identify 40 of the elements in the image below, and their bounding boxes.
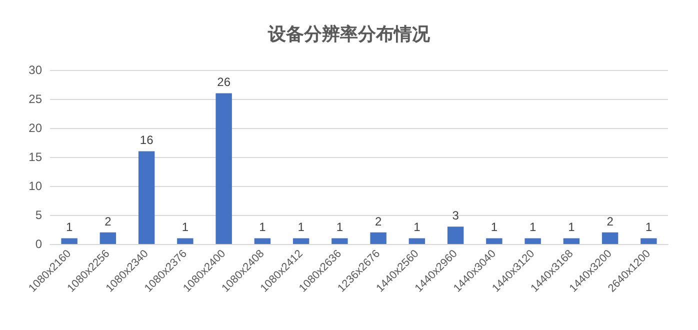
data-label: 1 bbox=[414, 220, 421, 234]
chart-title: 设备分辨率分布情况 bbox=[267, 24, 431, 44]
data-label: 1 bbox=[66, 220, 73, 234]
bar bbox=[254, 238, 271, 244]
data-label: 1 bbox=[182, 220, 189, 234]
bar bbox=[602, 232, 618, 244]
data-label: 1 bbox=[336, 220, 344, 234]
data-label: 1 bbox=[490, 220, 498, 234]
data-label: 2 bbox=[104, 214, 112, 228]
bar bbox=[640, 238, 657, 244]
y-tick-label: 0 bbox=[35, 237, 42, 251]
data-label: 1 bbox=[568, 220, 576, 234]
bar bbox=[216, 93, 232, 244]
y-tick-label: 10 bbox=[28, 179, 42, 193]
bar bbox=[61, 238, 78, 244]
bar bbox=[563, 238, 580, 244]
bar bbox=[138, 151, 155, 244]
y-tick-label: 25 bbox=[28, 92, 42, 106]
bar bbox=[292, 238, 310, 244]
data-label: 3 bbox=[452, 208, 460, 223]
data-label: 1 bbox=[298, 220, 305, 234]
bar bbox=[486, 238, 502, 244]
bar bbox=[100, 232, 116, 244]
data-label: 2 bbox=[374, 214, 382, 228]
bar bbox=[177, 238, 194, 244]
bar bbox=[370, 232, 386, 244]
data-label: 16 bbox=[140, 133, 154, 148]
y-tick-label: 20 bbox=[28, 121, 42, 135]
bar bbox=[447, 226, 464, 244]
bar bbox=[524, 238, 541, 244]
data-label: 1 bbox=[645, 220, 652, 234]
data-label: 26 bbox=[217, 75, 231, 90]
y-tick-label: 15 bbox=[28, 150, 42, 164]
data-label: 1 bbox=[529, 220, 536, 234]
bar bbox=[332, 238, 348, 244]
data-label: 1 bbox=[259, 220, 266, 234]
y-tick-label: 30 bbox=[28, 63, 42, 77]
bar bbox=[408, 238, 426, 244]
data-label: 2 bbox=[606, 214, 614, 228]
y-tick-label: 5 bbox=[35, 208, 42, 222]
